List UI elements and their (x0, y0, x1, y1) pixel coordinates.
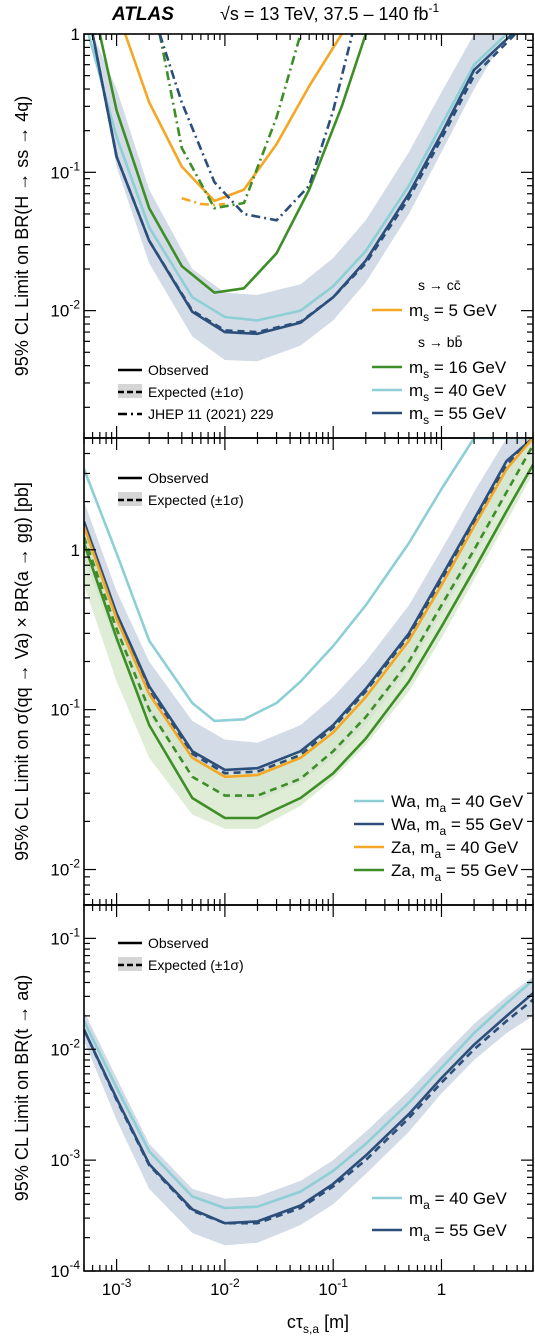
y-tick-label: 10-2 (50, 1036, 80, 1059)
legend-group-title: s → cc̄ (418, 277, 461, 293)
legend-style-label: Observed (148, 362, 209, 378)
panel-1: 1 10-1 10-2 95% CL Limit on BR(H → ss → 4q)… (12, 25, 533, 438)
experiment-label: ATLAS (111, 4, 174, 25)
y-tick-label: 10-1 (50, 697, 80, 720)
legend-group-title: s → bb̄ (418, 334, 463, 350)
legend-style-label: Expected (±1σ) (148, 384, 244, 400)
y-tick-label: 10-1 (50, 159, 80, 182)
y-tick-label: 10-1 (50, 925, 80, 948)
legend-style-label: Observed (148, 935, 209, 951)
legend-style-label: JHEP 11 (2021) 229 (148, 406, 274, 422)
legend-entry-label: ms = 5 GeV (409, 301, 497, 324)
y-tick-label: 10-2 (50, 298, 80, 321)
series-line-4 (160, 34, 301, 208)
energy-label: √s = 13 TeV, 37.5 – 140 fb-1 (220, 1, 440, 24)
panel-2: 1 10-1 10-2 95% CL Limit on σ(qq → Va) × BR… (12, 438, 533, 905)
x-tick-label: 10-1 (318, 1276, 348, 1299)
x-tick-label: 1 (437, 1280, 446, 1299)
legend-entry-label: Wa, ma = 55 GeV (391, 815, 524, 838)
series-line-1 (125, 34, 342, 201)
x-tick-label: 10-2 (210, 1276, 240, 1299)
y-tick-label: 1 (71, 541, 80, 560)
x-axis-title: cτs,a [m] (287, 1312, 349, 1336)
legend-entry-label: ms = 55 GeV (409, 404, 507, 427)
y-tick-label: 10-3 (50, 1147, 80, 1170)
legend-entry-label: Wa, ma = 40 GeV (391, 792, 524, 815)
y-axis-title: 95% CL Limit on σ(qq → Va) × BR(a → gg) … (12, 482, 32, 861)
legend-entry-label: Za, ma = 55 GeV (391, 861, 519, 884)
legend-entry-label: Za, ma = 40 GeV (391, 838, 519, 861)
y-tick-label: 10-4 (50, 1258, 80, 1281)
legend-entry-label: ms = 40 GeV (409, 381, 507, 404)
legend-style-label: Observed (148, 470, 209, 486)
y-tick-label: 10-2 (50, 857, 80, 880)
legend-entry-label: ma = 55 GeV (409, 1221, 508, 1244)
legend-entry-label: ma = 40 GeV (409, 1189, 508, 1212)
y-axis-title: 95% CL Limit on BR(t → aq) (12, 975, 32, 1201)
y-axis-title: 95% CL Limit on BR(H → ss → 4q) (12, 96, 32, 376)
x-tick-label: 10-3 (102, 1276, 132, 1299)
legend-style-label: Expected (±1σ) (148, 957, 244, 973)
legend-entry-label: ms = 16 GeV (409, 358, 507, 381)
legend-style-label: Expected (±1σ) (148, 492, 244, 508)
panel-3: 10-1 10-2 10-3 10-4 95% CL Limit on BR(t → a… (12, 905, 533, 1299)
y-tick-label: 1 (71, 25, 80, 44)
